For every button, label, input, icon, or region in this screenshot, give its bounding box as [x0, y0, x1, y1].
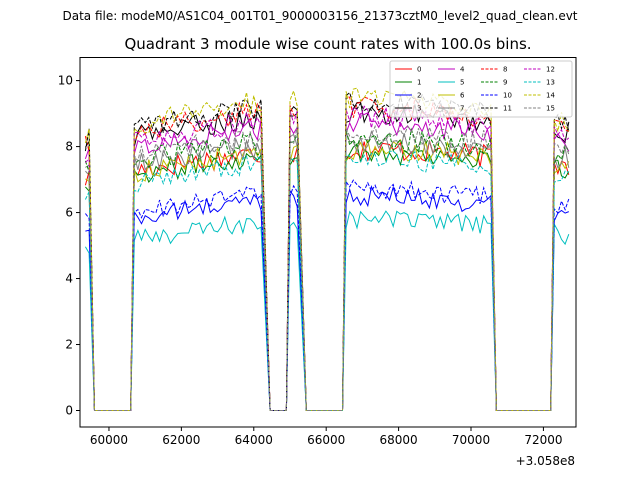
legend-label-10: 10 — [503, 92, 512, 100]
x-tick-label: 60000 — [90, 433, 128, 447]
x-axis: 60000 62000 64000 66000 68000 70000 72000 — [90, 427, 563, 447]
legend-label-4: 4 — [460, 66, 465, 74]
legend-label-1: 1 — [417, 79, 421, 87]
series-line-11 — [84, 91, 570, 411]
y-tick-label: 6 — [65, 206, 73, 220]
legend-label-7: 7 — [460, 105, 464, 113]
series-line-6 — [85, 138, 570, 411]
x-tick-label: 68000 — [380, 433, 418, 447]
series-line-9 — [84, 127, 570, 411]
legend-label-0: 0 — [417, 66, 421, 74]
legend-frame — [389, 60, 573, 118]
y-tick-label: 10 — [58, 74, 73, 88]
chart-title: Quadrant 3 module wise count rates with … — [124, 35, 531, 53]
y-tick-label: 0 — [65, 404, 73, 418]
legend-label-6: 6 — [460, 92, 465, 100]
series-line-2 — [85, 184, 569, 411]
series-line-13 — [84, 150, 569, 411]
legend-label-11: 11 — [503, 105, 512, 113]
legend-label-3: 3 — [417, 105, 421, 113]
series-line-1 — [85, 142, 570, 411]
x-tick-label: 70000 — [452, 433, 490, 447]
series-line-12 — [85, 105, 570, 411]
plot-frame — [79, 57, 577, 428]
legend-label-12: 12 — [546, 66, 555, 74]
plot-lines — [84, 87, 570, 411]
legend-label-5: 5 — [460, 79, 464, 87]
chart-suptitle: Data file: modeM0/AS1C04_001T01_90000031… — [62, 9, 577, 23]
legend-label-15: 15 — [546, 105, 555, 113]
legend-label-13: 13 — [546, 79, 555, 87]
x-tick-label: 62000 — [162, 433, 200, 447]
y-tick-label: 4 — [65, 272, 73, 286]
legend-label-8: 8 — [503, 66, 507, 74]
series-line-8 — [84, 95, 570, 411]
y-axis: 0 2 4 6 8 10 — [58, 74, 80, 418]
series-line-15 — [85, 124, 570, 411]
series-line-0 — [84, 140, 570, 411]
x-tick-label: 64000 — [235, 433, 273, 447]
x-tick-label: 72000 — [524, 433, 562, 447]
series-line-4 — [84, 112, 570, 411]
y-tick-label: 2 — [65, 338, 73, 352]
x-offset-label: +3.058e8 — [516, 454, 575, 468]
y-tick-label: 8 — [65, 140, 73, 154]
legend-label-2: 2 — [417, 92, 421, 100]
legend-label-14: 14 — [546, 92, 555, 100]
legend-label-9: 9 — [503, 79, 507, 87]
x-tick-label: 66000 — [307, 433, 345, 447]
series-line-10 — [85, 179, 570, 411]
